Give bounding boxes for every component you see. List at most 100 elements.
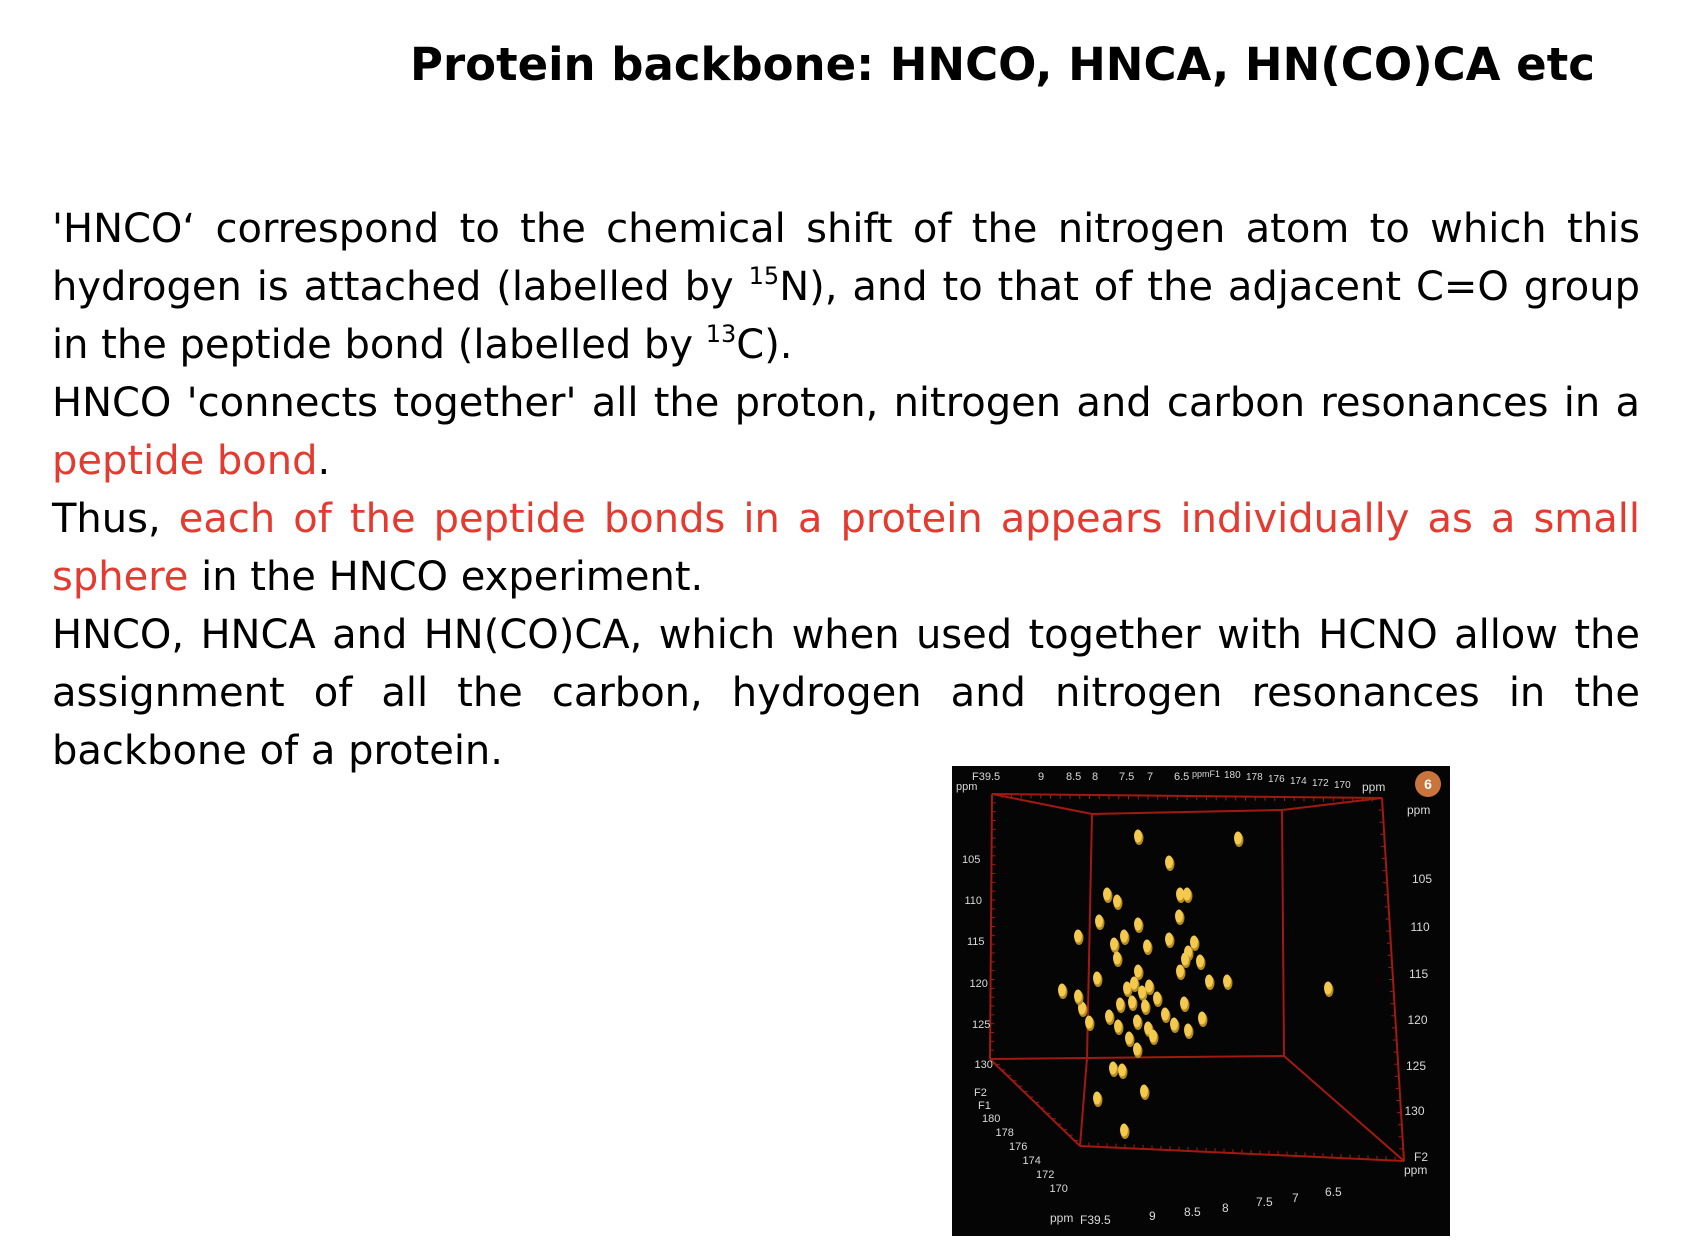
peak — [1140, 1084, 1148, 1098]
body-text: 'HNCO‘ correspond to the chemical shift … — [52, 200, 1640, 780]
left-axis-tick: 115 — [967, 936, 985, 948]
top-f3-tick: 8.5 — [1066, 771, 1081, 783]
bottom-f3-tick: 7.5 — [1256, 1195, 1273, 1209]
peak — [1161, 1007, 1169, 1021]
text-run: in the HNCO experiment. — [188, 554, 704, 600]
inner-bottom-edge — [1086, 1055, 1285, 1059]
paragraph-hnco-definition: 'HNCO‘ correspond to the chemical shift … — [52, 200, 1640, 374]
top-f3-tick: 6.5 — [1174, 771, 1189, 783]
bottom-f1-tick: 178 — [996, 1127, 1014, 1139]
peak — [1125, 1031, 1133, 1045]
figure-number-badge: 6 — [1415, 771, 1441, 797]
peak — [1114, 1019, 1122, 1033]
isotope-superscript-15: 15 — [748, 262, 780, 290]
peak — [1175, 909, 1183, 923]
peak — [1093, 1091, 1101, 1105]
peak — [1170, 1017, 1178, 1031]
bottom-f1-tick: 174 — [1023, 1155, 1041, 1167]
text-run: Thus, — [52, 496, 179, 542]
top-f1-tick: 170 — [1334, 780, 1351, 791]
top-f1-axis-label: ppmF1 — [1192, 769, 1220, 779]
right-axis-unit: ppm — [1407, 803, 1430, 817]
top-f3-tick: 7.5 — [1119, 771, 1134, 783]
peak — [1109, 1061, 1117, 1075]
bottom-right-depth-edge — [1283, 1055, 1405, 1162]
peak — [1198, 1011, 1206, 1025]
text-run: HNCO, HNCA and HN(CO)CA, which when used… — [52, 612, 1640, 774]
left-axis-tick: 105 — [962, 854, 980, 866]
peak — [1181, 952, 1189, 966]
bottom-f3-tick: 9 — [1149, 1209, 1156, 1223]
peak — [1205, 974, 1213, 988]
bottom-left-depth-edge — [1079, 1057, 1088, 1147]
top-f1-unit: ppm — [1362, 780, 1385, 794]
left-axis-tick: 110 — [965, 895, 983, 907]
right-axis-end-label: F2 — [1414, 1150, 1428, 1164]
peak — [1103, 887, 1111, 901]
right-axis-tick: 115 — [1409, 967, 1428, 981]
peak — [1110, 937, 1118, 951]
peak — [1138, 985, 1146, 999]
top-f1-tick: 178 — [1246, 772, 1263, 783]
peak — [1074, 929, 1082, 943]
text-run: C). — [736, 322, 793, 368]
peak — [1184, 1023, 1192, 1037]
isotope-superscript-13: 13 — [705, 320, 737, 348]
right-axis-tick: 130 — [1405, 1104, 1425, 1118]
peak — [1165, 855, 1173, 869]
paragraph-hnco-connects: HNCO 'connects together' all the proton,… — [52, 374, 1640, 490]
peak — [1113, 894, 1121, 908]
hnco-3d-spectrum-figure: F39.5 9 8.5 8 7.5 7 6.5 ppm ppmF1 180 178 176 174 172… — [952, 766, 1450, 1236]
top-f3-tick: 8 — [1092, 771, 1098, 783]
top-f1-tick: 176 — [1268, 774, 1285, 785]
spectrum-box — [989, 793, 1405, 1162]
peak — [1123, 981, 1131, 995]
right-axis-tick: 110 — [1411, 920, 1430, 934]
peak — [1223, 974, 1231, 988]
paragraph-sphere: Thus, each of the peptide bonds in a pro… — [52, 490, 1640, 606]
peak — [1165, 932, 1173, 946]
peak — [1120, 1123, 1128, 1137]
peak — [1180, 996, 1188, 1010]
peak — [1134, 964, 1142, 978]
bottom-f1-tick: 170 — [1050, 1183, 1068, 1195]
peak — [1118, 1063, 1126, 1077]
text-run: HNCO 'connects together' all the proton,… — [52, 380, 1640, 426]
peak — [1130, 976, 1138, 990]
peak — [1128, 995, 1136, 1009]
peak — [1183, 887, 1191, 901]
bottom-f1-unit: ppm — [1050, 1211, 1073, 1225]
badge-circle — [1415, 771, 1441, 797]
paragraph-assignment: HNCO, HNCA and HN(CO)CA, which when used… — [52, 606, 1640, 780]
text-run: 'HNCO‘ correspond to the chemical shift … — [52, 206, 1640, 310]
bottom-f3-tick: 7 — [1292, 1191, 1299, 1205]
bottom-f3-tick: 8 — [1222, 1201, 1229, 1215]
text-run: . — [317, 438, 331, 484]
peak — [1095, 914, 1103, 928]
peak — [1234, 831, 1242, 845]
left-axis-tick: 125 — [972, 1019, 990, 1031]
peak — [1085, 1015, 1093, 1029]
highlight-peptide-bond: peptide bond — [52, 438, 318, 484]
slide-title: Protein backbone: HNCO, HNCA, HN(CO)CA e… — [410, 38, 1595, 91]
peak — [1141, 999, 1149, 1013]
peak — [1190, 935, 1198, 949]
bottom-f3-axis-label: F39.5 — [1080, 1213, 1111, 1227]
right-axis-end-unit: ppm — [1404, 1163, 1427, 1177]
left-axis-end-label: F2 — [974, 1087, 987, 1099]
peak — [1074, 989, 1082, 1003]
peak-cloud — [1058, 829, 1334, 1139]
bottom-f1-axis-label: F1 — [978, 1100, 991, 1112]
right-axis-tick: 125 — [1406, 1059, 1426, 1073]
peak — [1143, 939, 1151, 953]
inner-top-edge — [1091, 809, 1283, 815]
text-run: N), and to that of the adjacent C=O grou… — [52, 264, 1640, 368]
bottom-f1-tick: 180 — [982, 1113, 1000, 1125]
peak — [1113, 951, 1121, 965]
bottom-f3-tick: 8.5 — [1184, 1205, 1201, 1219]
right-axis-tick: 105 — [1412, 872, 1432, 886]
right-axis-tick: 120 — [1408, 1013, 1428, 1027]
highlight-sphere: each of the peptide bonds in a protein a… — [52, 496, 1640, 600]
peak — [1058, 983, 1066, 997]
